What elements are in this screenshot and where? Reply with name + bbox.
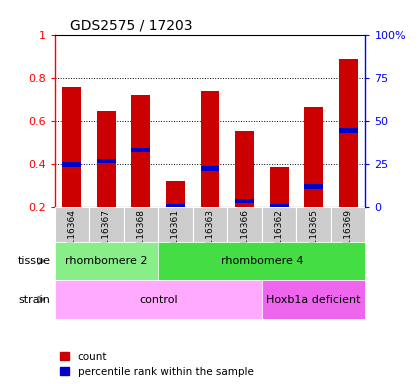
Bar bbox=[262, 207, 297, 242]
Text: Hoxb1a deficient: Hoxb1a deficient bbox=[266, 295, 361, 305]
Legend: count, percentile rank within the sample: count, percentile rank within the sample bbox=[60, 352, 253, 377]
Bar bbox=[97, 159, 116, 163]
Bar bbox=[131, 95, 150, 207]
Text: GSM116361: GSM116361 bbox=[171, 209, 180, 264]
Bar bbox=[166, 204, 185, 209]
Bar bbox=[235, 199, 254, 203]
Bar bbox=[339, 60, 357, 207]
Text: GSM116362: GSM116362 bbox=[275, 209, 284, 264]
Text: GSM116363: GSM116363 bbox=[205, 209, 215, 264]
Text: tissue: tissue bbox=[17, 256, 50, 266]
Text: control: control bbox=[139, 295, 178, 305]
Bar bbox=[270, 167, 289, 207]
Bar bbox=[262, 280, 365, 319]
Text: GSM116369: GSM116369 bbox=[344, 209, 353, 264]
Text: rhombomere 4: rhombomere 4 bbox=[220, 256, 303, 266]
Bar bbox=[55, 280, 262, 319]
Bar bbox=[97, 111, 116, 207]
Bar bbox=[227, 207, 262, 242]
Text: GSM116364: GSM116364 bbox=[67, 209, 76, 264]
Text: GDS2575 / 17203: GDS2575 / 17203 bbox=[70, 18, 193, 32]
Text: GSM116368: GSM116368 bbox=[136, 209, 145, 264]
Text: GSM116366: GSM116366 bbox=[240, 209, 249, 264]
Bar bbox=[63, 88, 81, 207]
Bar bbox=[270, 204, 289, 209]
Bar bbox=[297, 207, 331, 242]
Bar bbox=[331, 207, 365, 242]
Text: strain: strain bbox=[18, 295, 50, 305]
Bar bbox=[166, 182, 185, 207]
Bar bbox=[200, 166, 220, 171]
Bar bbox=[123, 207, 158, 242]
Bar bbox=[193, 207, 227, 242]
Text: GSM116367: GSM116367 bbox=[102, 209, 111, 264]
Text: rhombomere 2: rhombomere 2 bbox=[65, 256, 148, 266]
Bar bbox=[89, 207, 123, 242]
Bar bbox=[235, 131, 254, 207]
Bar bbox=[63, 162, 81, 167]
Bar bbox=[55, 242, 158, 280]
Bar bbox=[304, 184, 323, 189]
Bar bbox=[200, 91, 220, 207]
Bar bbox=[304, 107, 323, 207]
Bar bbox=[158, 242, 365, 280]
Bar bbox=[339, 128, 357, 133]
Text: GSM116365: GSM116365 bbox=[309, 209, 318, 264]
Bar bbox=[131, 148, 150, 152]
Bar bbox=[158, 207, 193, 242]
Bar bbox=[55, 207, 89, 242]
